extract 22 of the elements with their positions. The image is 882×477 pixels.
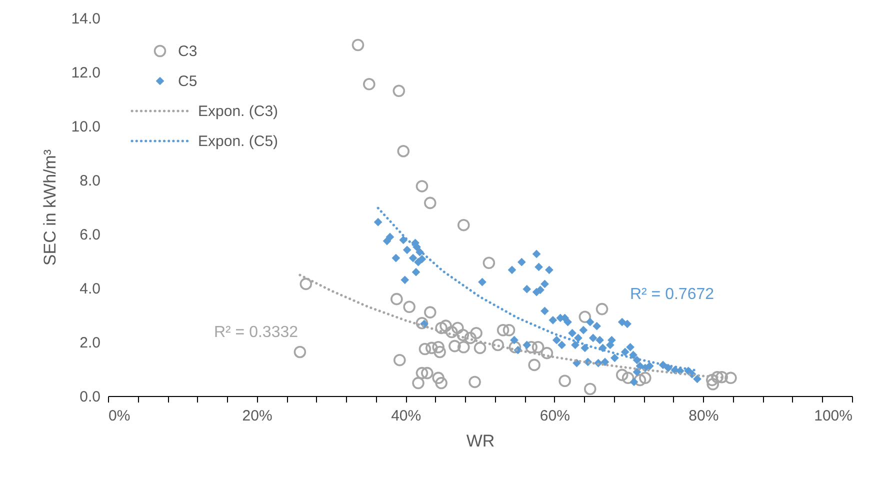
y-tick-label: 14.0 [71, 10, 100, 28]
x-axis-title: WR [466, 432, 495, 450]
y-axis-title: SEC in kWh/m³ [40, 149, 60, 266]
x-tick-label: 20% [242, 408, 272, 424]
annotation: R² = 0.7672 [630, 286, 714, 303]
y-tick-label: 4.0 [80, 280, 100, 298]
legend-label: Expon. (C3) [198, 103, 278, 120]
y-tick-label: 6.0 [80, 226, 100, 244]
x-tick-label: 100% [814, 408, 852, 424]
y-tick-label: 8.0 [80, 172, 100, 190]
legend-label: C3 [178, 43, 198, 60]
x-tick-label: 0% [108, 408, 130, 424]
annotation: R² = 0.3332 [214, 324, 298, 341]
legend-label: C5 [178, 73, 198, 90]
y-tick-label: 0.0 [80, 388, 100, 406]
legend-label: Expon. (C5) [198, 133, 278, 150]
y-tick-label: 2.0 [80, 334, 100, 352]
y-tick-label: 10.0 [71, 118, 100, 136]
x-tick-label: 40% [391, 408, 422, 424]
x-tick-label: 80% [688, 408, 719, 424]
x-tick-label: 60% [540, 408, 570, 424]
y-tick-label: 12.0 [71, 64, 100, 82]
